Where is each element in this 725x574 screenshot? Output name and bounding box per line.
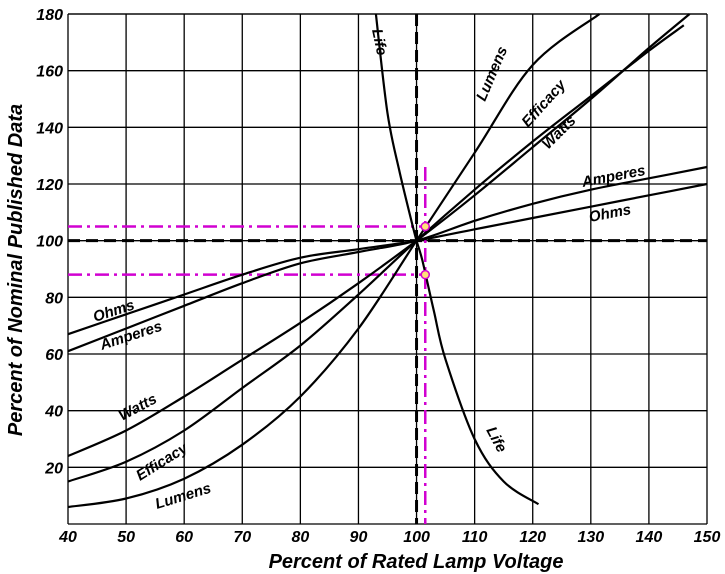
y-tick-label: 20 — [44, 460, 63, 477]
series-line-watts — [67, 13, 691, 458]
y-tick-label: 80 — [45, 290, 63, 307]
x-tick-label: 140 — [636, 529, 663, 546]
x-tick-label: 80 — [291, 529, 309, 546]
series-line-efficacy — [67, 24, 685, 483]
series-line-amperes — [67, 165, 708, 353]
curve-labels: LumensLumensEfficacyEfficacyWattsWattsAm… — [91, 27, 647, 513]
x-tick-label: 40 — [58, 529, 77, 546]
curve-label-lumens: Lumens — [473, 44, 511, 104]
y-tick-label: 160 — [36, 64, 63, 81]
y-tick-label: 180 — [36, 7, 63, 24]
curve-label-lumens: Lumens — [153, 480, 213, 513]
series-line-life — [374, 13, 540, 506]
curve-label-amperes: Amperes — [580, 162, 647, 191]
series-line-ohms — [67, 182, 708, 336]
highlight-point-0 — [420, 221, 431, 232]
x-tick-label: 60 — [175, 529, 193, 546]
y-axis-label: Percent of Nominal Published Data — [5, 104, 27, 436]
grid — [67, 13, 708, 525]
y-tick-label: 140 — [36, 120, 63, 137]
y-tick-label: 100 — [36, 234, 63, 251]
curve-label-watts: Watts — [116, 390, 160, 424]
x-tick-labels: 40 50 60 70 80 90 100 110 120 130 140 150 — [58, 529, 720, 546]
y-tick-label: 120 — [36, 177, 63, 194]
x-tick-label: 70 — [233, 529, 251, 546]
series-group — [67, 13, 708, 509]
highlight-points — [420, 221, 431, 280]
curve-label-life: Life — [368, 27, 390, 57]
curve-label-life: Life — [482, 424, 510, 456]
x-tick-label: 100 — [403, 529, 430, 546]
x-tick-label: 150 — [694, 529, 721, 546]
curve-label-ohms: Ohms — [91, 296, 137, 325]
curve-label-amperes: Amperes — [97, 318, 164, 354]
curve-label-efficacy: Efficacy — [133, 439, 191, 484]
x-tick-label: 120 — [519, 529, 546, 546]
curve-label-ohms: Ohms — [588, 201, 633, 226]
x-tick-label: 50 — [117, 529, 135, 546]
y-tick-label: 40 — [44, 404, 63, 421]
y-tick-label: 60 — [45, 347, 63, 364]
x-tick-label: 110 — [462, 529, 488, 546]
x-tick-label: 130 — [577, 529, 604, 546]
y-tick-labels: 20 40 60 80 100 120 140 160 180 — [36, 7, 63, 477]
highlight-point-1 — [420, 269, 431, 280]
series-line-lumens — [67, 13, 601, 509]
x-axis-label: Percent of Rated Lamp Voltage — [269, 551, 564, 573]
reference-lines — [68, 14, 707, 524]
x-tick-label: 90 — [350, 529, 368, 546]
